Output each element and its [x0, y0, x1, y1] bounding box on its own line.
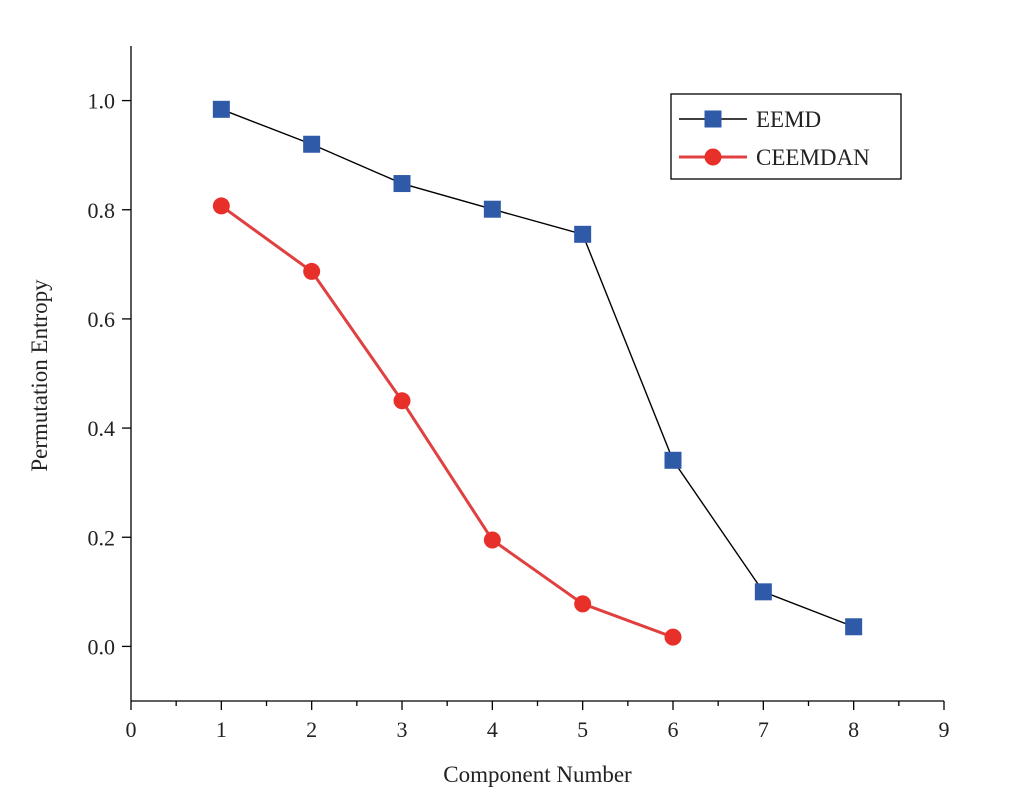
- data-point-eemd: [483, 200, 501, 218]
- data-point-eemd: [574, 225, 592, 243]
- series-line-eemd: [221, 108, 854, 628]
- x-tick-label: 1: [216, 717, 227, 742]
- x-tick-label: 3: [397, 717, 408, 742]
- y-axis-title: Permutation Entropy: [27, 279, 52, 472]
- x-tick-label: 2: [306, 717, 317, 742]
- x-tick-label: 8: [848, 717, 859, 742]
- data-point-ceemdan: [664, 628, 682, 646]
- axes: 0 1 2 3 4 5 6 7 8 9 0.0 0.2 0.4 0.6 0.8 1.0: [88, 46, 950, 742]
- y-tick-label: 0.6: [88, 307, 116, 332]
- y-tick-label: 0.4: [88, 416, 116, 441]
- x-tick-label: 4: [487, 717, 498, 742]
- series-layer: [212, 100, 863, 646]
- data-point-ceemdan: [483, 531, 501, 549]
- data-point-eemd: [754, 583, 772, 601]
- y-tick-label: 1.0: [88, 89, 116, 114]
- data-point-eemd: [303, 135, 321, 153]
- x-axis-title: Component Number: [443, 762, 632, 787]
- data-point-eemd: [664, 451, 682, 469]
- data-point-eemd: [212, 100, 230, 118]
- series-line-ceemdan: [220, 204, 674, 639]
- legend-box: [670, 93, 902, 180]
- y-tick-label: 0.2: [88, 525, 116, 550]
- x-tick-label: 0: [126, 717, 137, 742]
- x-tick-label: 6: [668, 717, 679, 742]
- y-tick-label: 0.8: [88, 198, 116, 223]
- data-point-ceemdan: [393, 392, 411, 410]
- legend-marker-eemd: [704, 110, 722, 128]
- legend: EEMD CEEMDAN: [670, 93, 902, 180]
- series-ceemdan: [212, 197, 682, 646]
- legend-marker-ceemdan: [704, 148, 722, 166]
- y-tick-label: 0.0: [88, 634, 116, 659]
- data-point-ceemdan: [303, 262, 321, 280]
- data-point-ceemdan: [574, 595, 592, 613]
- x-tick-label: 5: [577, 717, 588, 742]
- x-tick-label: 7: [758, 717, 769, 742]
- data-point-eemd: [845, 618, 863, 636]
- legend-label-ceemdan: CEEMDAN: [756, 145, 870, 170]
- series-eemd: [212, 100, 863, 636]
- data-point-ceemdan: [212, 197, 230, 215]
- legend-label-eemd: EEMD: [756, 107, 821, 132]
- x-tick-label: 9: [939, 717, 950, 742]
- data-point-eemd: [393, 175, 411, 193]
